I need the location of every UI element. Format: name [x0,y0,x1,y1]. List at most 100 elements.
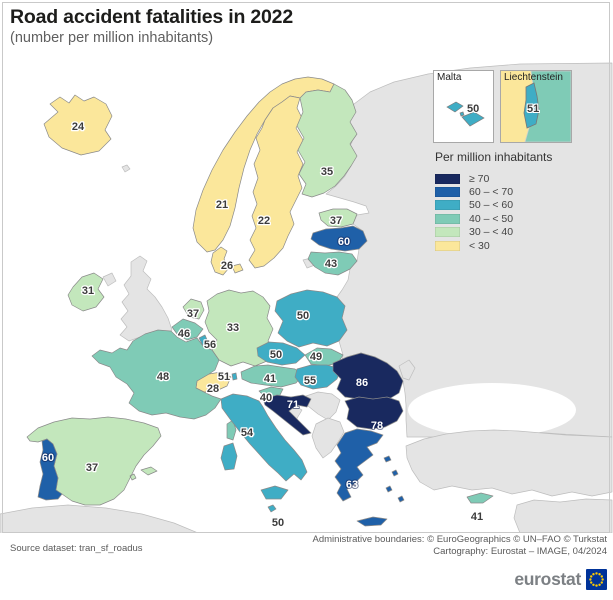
legend-label: 30 – < 40 [469,226,514,239]
malta-islands-shape [446,101,485,127]
country-label-cy: 41 [471,511,483,523]
no-data-region [305,391,341,421]
country-label-lt: 43 [325,258,337,270]
source-dataset-note: Source dataset: tran_sf_roadus [10,543,143,554]
country-label-nl: 37 [187,308,199,320]
legend-label: 40 – < 50 [469,212,514,225]
legend-rows: ≥ 70 60 – < 70 50 – < 60 40 – < 50 30 – < 40… [435,172,605,252]
country-hungary [294,364,342,390]
legend-title: Per million inhabitants [435,150,553,164]
country-label-no: 21 [216,199,228,211]
eurostat-logo-text: eurostat [514,569,581,589]
country-italy [220,393,308,500]
country-label-pl: 50 [297,310,309,322]
inset-malta-title: Malta [437,72,462,83]
title-block: Road accident fatalities in 2022 (number… [10,6,293,46]
country-label-ro: 86 [356,377,368,389]
page-subtitle: (number per million inhabitants) [10,30,214,47]
country-estonia [318,208,358,228]
inset-liechtenstein-value: 51 [527,103,540,115]
legend-item: 40 – < 50 [435,212,605,225]
country-liechtenstein [231,372,238,381]
country-label-it: 54 [241,427,254,439]
country-lithuania [307,251,358,276]
country-label-li: 51 [218,371,230,383]
country-label-gr: 63 [346,479,358,491]
country-cyprus [466,492,494,504]
country-label-es: 37 [86,462,98,474]
country-denmark [210,246,244,276]
country-poland [274,289,348,348]
country-netherlands [182,298,205,320]
country-label-dk: 26 [221,260,233,272]
country-label-de: 33 [227,322,239,334]
country-label-hr: 71 [287,399,299,411]
inset-malta: Malta 50 [433,70,494,143]
country-label-se: 22 [258,215,270,227]
legend-item: 30 – < 40 [435,226,605,239]
legend-label: < 30 [469,239,490,252]
page-title: Road accident fatalities in 2022 [10,6,293,28]
country-croatia [262,394,312,436]
no-data-region [405,429,613,497]
country-label-fr: 48 [157,371,169,383]
legend-label: 60 – < 70 [469,186,514,199]
country-portugal [37,438,63,501]
inset-malta-value: 50 [467,103,480,115]
country-luxembourg [198,334,209,347]
legend-item: 50 – < 60 [435,199,605,212]
country-label-is: 24 [72,121,85,133]
country-label-fi: 35 [321,166,333,178]
country-romania [332,352,404,402]
no-data-region [121,164,131,173]
country-label-mt: 50 [272,517,284,529]
legend-item: < 30 [435,239,605,252]
country-slovakia [304,347,344,367]
country-label-cz: 50 [270,349,282,361]
no-data-region [398,359,416,381]
eurostat-logo: eurostat [514,569,607,590]
attribution-line-2: Cartography: Eurostat – IMAGE, 04/2024 [433,546,607,557]
country-label-ee: 37 [330,215,342,227]
country-bulgaria [344,396,404,430]
eu-flag-icon [586,569,607,590]
legend-label: ≥ 70 [469,172,490,185]
legend-item: 60 – < 70 [435,185,605,198]
country-malta [267,504,277,513]
country-label-pt: 60 [42,452,54,464]
country-label-si: 40 [260,392,272,404]
country-label-at: 41 [264,373,276,385]
country-label-sk: 49 [310,351,322,363]
no-data-region [119,255,173,342]
country-label-hu: 55 [304,375,316,387]
legend-label: 50 – < 60 [469,199,514,212]
liechtenstein-shape [523,82,540,129]
country-finland [296,83,358,198]
legend-swatch [435,227,460,238]
inset-liechtenstein-title: Liechtenstein [504,72,563,83]
country-label-lu: 56 [204,339,216,351]
legend-swatch [435,213,460,224]
black-sea [408,383,576,437]
country-czechia [256,341,306,366]
no-data-region [102,272,117,287]
attribution-line-1: Administrative boundaries: © EuroGeograp… [312,534,607,545]
no-data-region [311,417,345,459]
country-label-lv: 60 [338,236,350,248]
legend-swatch [435,200,460,211]
country-iceland [43,94,113,156]
inset-liechtenstein: Liechtenstein 51 [500,70,572,143]
country-label-be: 46 [178,328,190,340]
country-greece [334,428,405,527]
map-legend: Per million inhabitants ≥ 70 60 – < 70 50 … [435,150,605,252]
legend-item: ≥ 70 [435,172,605,185]
country-ireland [67,272,105,312]
country-belgium [171,318,204,341]
legend-swatch [435,240,460,251]
legend-swatch [435,187,460,198]
country-label-ch: 28 [207,383,219,395]
country-sweden [248,95,304,269]
no-data-region [513,498,613,533]
legend-swatch [435,173,460,184]
